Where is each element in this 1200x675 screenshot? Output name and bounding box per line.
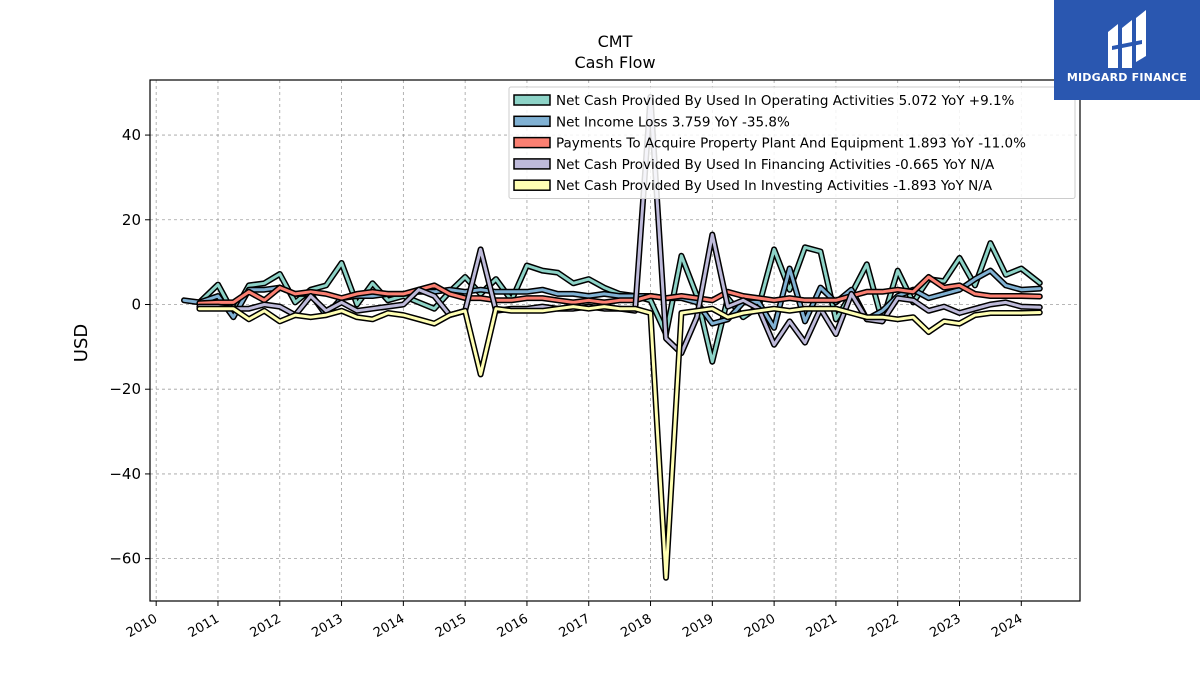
y-tick-label: −40	[109, 465, 141, 483]
legend: Net Cash Provided By Used In Operating A…	[508, 86, 1076, 199]
x-tick-label: 2019	[680, 611, 716, 641]
chart-subtitle: Cash Flow	[574, 53, 655, 72]
y-axis-label: USD	[71, 324, 92, 362]
series-lines	[181, 93, 1043, 581]
x-tick-label: 2016	[495, 611, 531, 641]
x-tick-label: 2014	[371, 611, 407, 641]
legend-swatch-2	[513, 115, 551, 128]
x-tick-label: 2010	[124, 611, 160, 641]
x-tick-label: 2023	[927, 611, 963, 641]
x-tick-label: 2013	[309, 611, 345, 641]
x-tick-label: 2015	[433, 611, 469, 641]
y-tick-label: 20	[122, 211, 141, 229]
legend-box	[508, 86, 1076, 199]
legend-label-5: Net Cash Provided By Used In Investing A…	[556, 178, 993, 194]
midgard-logo-icon	[1108, 10, 1146, 68]
legend-swatch-5	[513, 179, 551, 191]
x-tick-label: 2020	[742, 611, 778, 641]
y-tick-label: 0	[131, 295, 141, 313]
legend-swatch-4	[513, 158, 551, 170]
axes: 40 20 0 −20 −40 −60 2010 2011 2012 2013 2014 2015 20…	[109, 126, 1025, 641]
series-line-3	[197, 275, 1042, 305]
x-tick-label: 2024	[989, 611, 1025, 641]
series-outline-5	[196, 303, 1043, 581]
series-line-5	[197, 305, 1042, 580]
legend-label-2: Net Income Loss 3.759 YoY -35.8%	[556, 114, 790, 130]
x-tick-label: 2017	[557, 611, 593, 641]
x-tick-label: 2012	[248, 611, 284, 641]
chart-title: CMT	[598, 32, 633, 51]
legend-label-1: Net Cash Provided By Used In Operating A…	[556, 93, 1015, 109]
y-tick-label: −20	[109, 380, 141, 398]
logo-text: MIDGARD FINANCE	[1066, 71, 1188, 84]
legend-swatch-3	[513, 136, 551, 149]
x-tick-label: 2022	[866, 611, 902, 641]
midgard-finance-logo: MIDGARD FINANCE	[1054, 0, 1200, 100]
plot-area-frame	[149, 79, 1081, 602]
legend-label-4: Net Cash Provided By Used In Financing A…	[556, 157, 995, 173]
legend-swatch-1	[513, 94, 551, 106]
x-tick-label: 2011	[186, 611, 222, 641]
x-tick-label: 2021	[804, 611, 840, 641]
x-tick-label: 2018	[618, 611, 654, 641]
y-tick-label: 40	[122, 126, 141, 144]
legend-label-3: Payments To Acquire Property Plant And E…	[556, 136, 1026, 152]
y-tick-label: −60	[109, 550, 141, 568]
